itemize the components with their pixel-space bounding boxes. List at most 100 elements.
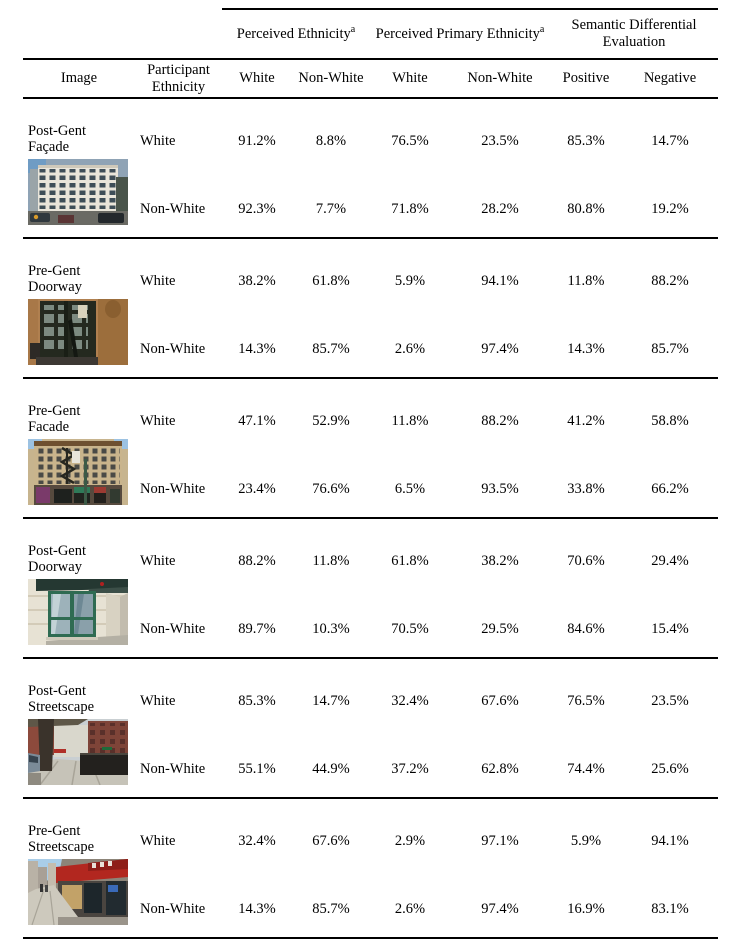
participant-ethnicity: White: [140, 692, 176, 709]
value-cell: 44.9%: [292, 728, 370, 800]
post-gent-doorway-photo: [28, 579, 128, 646]
col-header-negative: Negative: [622, 57, 719, 100]
value-cell: 7.7%: [292, 168, 370, 240]
participant-ethnicity: Non-White: [135, 448, 222, 520]
pre-gent-streetscape-photo: [28, 859, 128, 926]
span-header-row: Perceived Ethnicitya Perceived Primary E…: [23, 8, 719, 59]
value-cell: 16.9%: [550, 868, 622, 939]
results-table: Perceived Ethnicitya Perceived Primary E…: [23, 8, 719, 939]
value-cell: 38.2%: [238, 272, 276, 289]
value-cell: 76.5%: [567, 692, 605, 709]
value-cell: 23.5%: [481, 132, 519, 149]
post-gent-streetscape-photo: [28, 719, 128, 786]
value-cell: 32.4%: [238, 832, 276, 849]
value-cell: 47.1%: [238, 412, 276, 429]
value-cell: 97.4%: [450, 868, 550, 939]
image-label: Pre-Gent Facade: [28, 402, 81, 436]
value-cell: 94.1%: [651, 832, 689, 849]
corner-spacer: [23, 9, 222, 59]
value-cell: 38.2%: [481, 552, 519, 569]
participant-ethnicity: White: [140, 832, 176, 849]
value-cell: 70.5%: [370, 588, 450, 660]
value-cell: 29.4%: [651, 552, 689, 569]
value-cell: 28.2%: [450, 168, 550, 240]
col-header-participant-ethnicity: Participant Ethnicity: [135, 57, 222, 100]
table-row: Non-White 92.3% 7.7% 71.8% 28.2% 80.8% 1…: [23, 168, 719, 240]
value-cell: 80.8%: [550, 168, 622, 240]
image-cell: Pre-Gent Streetscape: [23, 798, 135, 939]
value-cell: 14.7%: [651, 132, 689, 149]
value-cell: 10.3%: [292, 588, 370, 660]
image-label: Post-Gent Doorway: [28, 542, 86, 576]
value-cell: 23.4%: [222, 448, 292, 520]
participant-ethnicity: Non-White: [135, 308, 222, 380]
value-cell: 2.9%: [394, 832, 426, 849]
value-cell: 61.8%: [312, 272, 350, 289]
value-cell: 88.2%: [238, 552, 276, 569]
value-cell: 55.1%: [222, 728, 292, 800]
value-cell: 6.5%: [370, 448, 450, 520]
value-cell: 91.2%: [238, 132, 276, 149]
table-row: Pre-Gent Streetscape: [23, 798, 718, 939]
image-cell: Post-Gent Façade: [23, 98, 135, 240]
value-cell: 14.7%: [312, 692, 350, 709]
value-cell: 89.7%: [222, 588, 292, 660]
image-cell: Pre-Gent Doorway: [23, 238, 135, 380]
value-cell: 14.3%: [550, 308, 622, 380]
col-header-white-2: White: [370, 57, 450, 100]
value-cell: 92.3%: [222, 168, 292, 240]
span-header-label: Perceived Ethnicity: [236, 25, 351, 42]
value-cell: 71.8%: [370, 168, 450, 240]
value-cell: 52.9%: [312, 412, 350, 429]
value-cell: 94.1%: [481, 272, 519, 289]
value-cell: 32.4%: [391, 692, 429, 709]
table-row: Non-White 23.4% 76.6% 6.5% 93.5% 33.8% 6…: [23, 448, 719, 520]
value-cell: 2.6%: [370, 308, 450, 380]
participant-ethnicity: Non-White: [135, 588, 222, 660]
participant-ethnicity: White: [140, 272, 176, 289]
post-gent-facade-photo: [28, 159, 128, 226]
value-cell: 19.2%: [622, 168, 719, 240]
column-header-row: Image Participant Ethnicity White Non-Wh…: [23, 57, 719, 100]
value-cell: 8.8%: [315, 132, 347, 149]
footnote-marker: a: [539, 23, 545, 35]
pre-gent-facade-photo: [28, 439, 128, 506]
value-cell: 76.6%: [292, 448, 370, 520]
value-cell: 88.2%: [481, 412, 519, 429]
table-row: Post-Gent Façade White: [23, 98, 718, 240]
value-cell: 25.6%: [622, 728, 719, 800]
col-header-positive: Positive: [550, 57, 622, 100]
footnote-marker: a: [350, 23, 356, 35]
value-cell: 88.2%: [651, 272, 689, 289]
col-header-nonwhite-2: Non-White: [450, 57, 550, 100]
value-cell: 11.8%: [312, 552, 350, 569]
value-cell: 5.9%: [570, 832, 602, 849]
value-cell: 23.5%: [651, 692, 689, 709]
value-cell: 85.7%: [622, 308, 719, 380]
value-cell: 97.4%: [450, 308, 550, 380]
value-cell: 85.3%: [238, 692, 276, 709]
value-cell: 93.5%: [450, 448, 550, 520]
span-header-label: Perceived Primary Ethnicity: [375, 25, 540, 42]
value-cell: 41.2%: [567, 412, 605, 429]
value-cell: 85.3%: [567, 132, 605, 149]
value-cell: 85.7%: [292, 868, 370, 939]
col-header-nonwhite-1: Non-White: [292, 57, 370, 100]
value-cell: 66.2%: [622, 448, 719, 520]
image-label: Pre-Gent Doorway: [28, 262, 82, 296]
col-header-white-1: White: [222, 57, 292, 100]
value-cell: 97.1%: [481, 832, 519, 849]
participant-ethnicity: White: [140, 412, 176, 429]
value-cell: 84.6%: [550, 588, 622, 660]
image-label: Post-Gent Façade: [28, 122, 86, 156]
span-header-perceived-primary-ethnicity: Perceived Primary Ethnicitya: [370, 8, 550, 59]
value-cell: 33.8%: [550, 448, 622, 520]
table-row: Post-Gent Streetscape: [23, 658, 718, 800]
participant-ethnicity: White: [140, 552, 176, 569]
value-cell: 85.7%: [292, 308, 370, 380]
value-cell: 83.1%: [622, 868, 719, 939]
value-cell: 67.6%: [481, 692, 519, 709]
participant-ethnicity: White: [140, 132, 176, 149]
value-cell: 15.4%: [622, 588, 719, 660]
value-cell: 11.8%: [567, 272, 605, 289]
